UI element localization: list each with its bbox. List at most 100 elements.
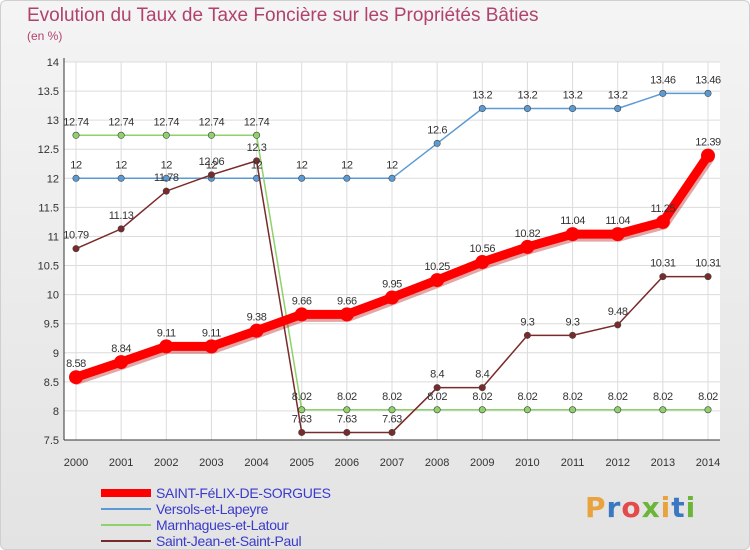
data-point xyxy=(114,355,129,370)
data-point xyxy=(72,174,80,182)
y-tick-label: 10 xyxy=(47,290,59,302)
data-label: 8.02 xyxy=(337,391,357,403)
data-point xyxy=(298,428,306,436)
data-point xyxy=(520,239,535,254)
data-label: 9.3 xyxy=(520,316,534,328)
data-point xyxy=(343,406,351,414)
data-point xyxy=(117,225,125,233)
data-label: 13.2 xyxy=(563,90,583,102)
data-label: 8.4 xyxy=(475,369,489,381)
y-tick-label: 14 xyxy=(47,57,59,69)
data-point xyxy=(478,406,486,414)
data-point xyxy=(704,406,712,414)
data-label: 12 xyxy=(206,159,218,171)
data-label: 13.2 xyxy=(472,90,492,102)
data-label: 8.02 xyxy=(653,391,673,403)
data-point xyxy=(614,105,622,113)
data-point xyxy=(569,331,577,339)
proxiti-logo: Proxiti xyxy=(585,491,697,524)
data-label: 8.4 xyxy=(430,369,444,381)
x-tick-label: 2000 xyxy=(64,457,88,469)
data-point xyxy=(475,255,490,270)
data-label: 12.74 xyxy=(108,116,134,128)
legend-label: Marnhagues-et-Latour xyxy=(156,517,289,533)
y-tick-label: 8 xyxy=(53,406,59,418)
data-label: 8.02 xyxy=(608,391,628,403)
data-point xyxy=(704,89,712,97)
x-tick-label: 2009 xyxy=(470,457,494,469)
data-point xyxy=(430,273,445,288)
x-tick-label: 2001 xyxy=(109,457,133,469)
data-label: 12 xyxy=(70,159,82,171)
data-point xyxy=(249,323,264,338)
data-label: 13.2 xyxy=(608,90,628,102)
data-label: 8.02 xyxy=(518,391,538,403)
data-label: 10.31 xyxy=(695,258,721,270)
y-tick-label: 12 xyxy=(47,173,59,185)
x-tick-label: 2012 xyxy=(605,457,629,469)
data-label: 12.74 xyxy=(154,116,180,128)
data-label: 10.82 xyxy=(515,228,541,240)
data-point xyxy=(659,273,667,281)
data-point xyxy=(385,290,399,305)
data-point xyxy=(162,131,170,139)
data-label: 12 xyxy=(341,159,353,171)
data-label: 11.13 xyxy=(109,210,134,222)
data-label: 8.02 xyxy=(698,391,718,403)
data-label: 13.46 xyxy=(650,74,676,86)
x-tick-label: 2014 xyxy=(696,457,720,469)
data-point xyxy=(610,227,625,242)
data-label: 9.3 xyxy=(566,316,580,328)
data-point xyxy=(207,171,215,179)
data-label: 9.11 xyxy=(202,327,221,339)
data-label: 11.04 xyxy=(560,215,585,227)
data-label: 12.39 xyxy=(695,137,721,149)
data-label: 9.38 xyxy=(247,312,267,324)
data-point xyxy=(565,227,580,242)
x-tick-label: 2003 xyxy=(199,457,223,469)
x-tick-label: 2010 xyxy=(515,457,539,469)
data-label: 9.95 xyxy=(382,279,402,291)
data-label: 8.02 xyxy=(292,391,312,403)
data-label: 12 xyxy=(161,159,173,171)
chart-title: Evolution du Taux de Taxe Foncière sur l… xyxy=(27,5,539,26)
data-label: 7.63 xyxy=(337,413,357,425)
x-tick-label: 2002 xyxy=(154,457,178,469)
data-label: 8.84 xyxy=(111,343,131,355)
x-tick-label: 2006 xyxy=(335,457,359,469)
data-point xyxy=(253,131,261,139)
y-tick-label: 7.5 xyxy=(44,435,59,447)
data-point xyxy=(614,406,622,414)
data-label: 12 xyxy=(251,159,263,171)
data-label: 12.06 xyxy=(199,156,225,168)
data-point xyxy=(343,174,351,182)
data-point xyxy=(478,105,486,113)
data-point xyxy=(655,214,670,229)
data-point xyxy=(162,187,170,195)
data-point xyxy=(569,406,577,414)
data-label: 13.2 xyxy=(518,90,538,102)
chart-subtitle: (en %) xyxy=(27,29,63,43)
data-point xyxy=(433,139,441,147)
data-point xyxy=(72,131,80,139)
data-point xyxy=(523,406,531,414)
y-tick-label: 8.5 xyxy=(44,377,59,389)
y-tick-label: 13.5 xyxy=(38,86,59,98)
data-label: 9.48 xyxy=(608,306,628,318)
data-point xyxy=(614,321,622,329)
legend-label: SAINT-FéLIX-DE-SORGUES xyxy=(156,485,331,501)
legend-label: Versols-et-Lapeyre xyxy=(156,501,269,517)
data-label: 9.66 xyxy=(292,295,312,307)
data-label: 12.74 xyxy=(199,116,225,128)
data-label: 8.02 xyxy=(427,391,447,403)
data-point xyxy=(162,174,170,182)
data-label: 10.31 xyxy=(650,258,676,270)
data-label: 8.02 xyxy=(563,391,583,403)
data-point xyxy=(159,339,174,354)
data-point xyxy=(569,105,577,113)
data-point xyxy=(69,370,83,385)
data-label: 9.66 xyxy=(337,295,357,307)
data-point xyxy=(253,157,261,165)
data-label: 9.11 xyxy=(157,327,176,339)
